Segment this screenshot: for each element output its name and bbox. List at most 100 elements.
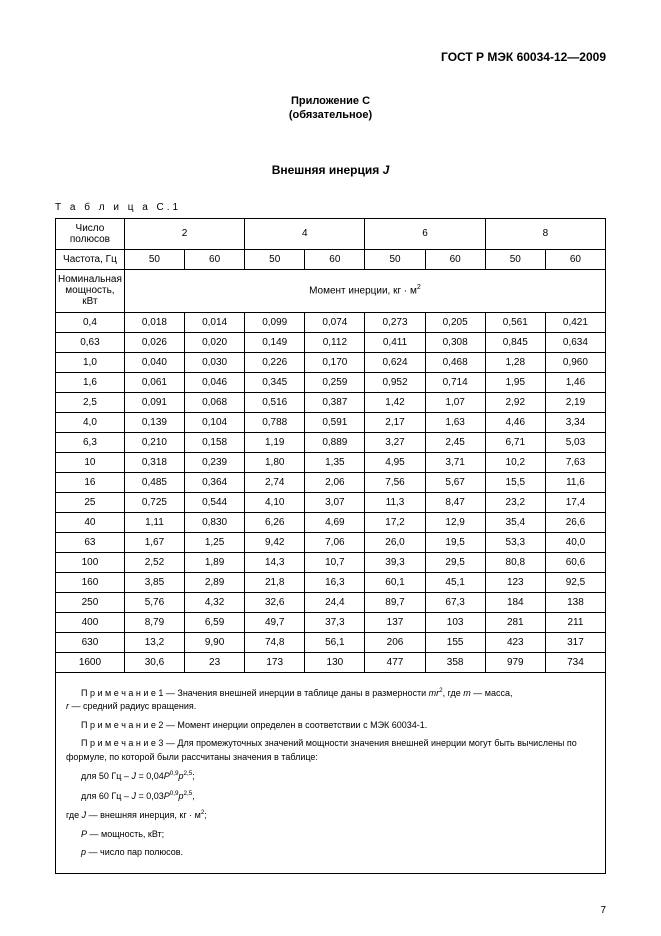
table-cell: 1,80 bbox=[245, 452, 305, 472]
note-3-60hz: для 60 Гц – J = 0,03P0,9p2,5, bbox=[66, 789, 595, 804]
note-3-where-p-lower: p — число пар полюсов. bbox=[66, 846, 595, 860]
table-cell: 8,79 bbox=[124, 612, 184, 632]
table-cell: 15,5 bbox=[485, 472, 545, 492]
page-number: 7 bbox=[600, 905, 606, 916]
table-cell: 1,11 bbox=[124, 512, 184, 532]
table-cell: 0,074 bbox=[305, 312, 365, 332]
table-cell: 0,170 bbox=[305, 352, 365, 372]
note-2-text: П р и м е ч а н и е 2 — Момент инерции о… bbox=[81, 720, 427, 730]
table-cell: 32,6 bbox=[245, 592, 305, 612]
table-row: 0,630,0260,0200,1490,1120,4110,3080,8450… bbox=[56, 332, 606, 352]
table-row: 6,30,2100,1581,190,8893,272,456,715,03 bbox=[56, 432, 606, 452]
table-cell: 3,07 bbox=[305, 492, 365, 512]
table-cell: 138 bbox=[545, 592, 605, 612]
table-cell: 0,020 bbox=[185, 332, 245, 352]
table-cell: 23 bbox=[185, 652, 245, 672]
note-1-a: П р и м е ч а н и е 1 — Значения внешней… bbox=[81, 688, 429, 698]
table-cell: 477 bbox=[365, 652, 425, 672]
header-freq-50d: 50 bbox=[485, 249, 545, 269]
table-cell: 2,19 bbox=[545, 392, 605, 412]
table-row: 1603,852,8921,816,360,145,112392,5 bbox=[56, 572, 606, 592]
table-cell: 4,32 bbox=[185, 592, 245, 612]
table-cell: 49,7 bbox=[245, 612, 305, 632]
table-cell: 16,3 bbox=[305, 572, 365, 592]
table-cell: 0,421 bbox=[545, 312, 605, 332]
header-freq-60c: 60 bbox=[425, 249, 485, 269]
table-cell: 400 bbox=[56, 612, 125, 632]
table-cell: 37,3 bbox=[305, 612, 365, 632]
table-cell: 2,92 bbox=[485, 392, 545, 412]
table-cell: 0,149 bbox=[245, 332, 305, 352]
header-pole-2: 2 bbox=[124, 218, 244, 249]
table-cell: 0,046 bbox=[185, 372, 245, 392]
table-cell: 13,2 bbox=[124, 632, 184, 652]
table-cell: 0,788 bbox=[245, 412, 305, 432]
table-cell: 0,139 bbox=[124, 412, 184, 432]
table-cell: 0,345 bbox=[245, 372, 305, 392]
table-cell: 0,226 bbox=[245, 352, 305, 372]
table-cell: 11,6 bbox=[545, 472, 605, 492]
table-cell: 184 bbox=[485, 592, 545, 612]
table-cell: 1,67 bbox=[124, 532, 184, 552]
table-cell: 160 bbox=[56, 572, 125, 592]
table-cell: 92,5 bbox=[545, 572, 605, 592]
table-cell: 21,8 bbox=[245, 572, 305, 592]
table-cell: 1,6 bbox=[56, 372, 125, 392]
table-cell: 0,026 bbox=[124, 332, 184, 352]
table-cell: 0,960 bbox=[545, 352, 605, 372]
table-cell: 281 bbox=[485, 612, 545, 632]
table-cell: 1,35 bbox=[305, 452, 365, 472]
table-cell: 0,205 bbox=[425, 312, 485, 332]
table-cell: 1,95 bbox=[485, 372, 545, 392]
table-row: 63013,29,9074,856,1206155423317 bbox=[56, 632, 606, 652]
table-cell: 130 bbox=[305, 652, 365, 672]
header-freq-60a: 60 bbox=[185, 249, 245, 269]
table-cell: 1,89 bbox=[185, 552, 245, 572]
table-cell: 12,9 bbox=[425, 512, 485, 532]
table-cell: 0,308 bbox=[425, 332, 485, 352]
table-cell: 10,7 bbox=[305, 552, 365, 572]
title-italic: J bbox=[383, 163, 390, 177]
table-cell: 100 bbox=[56, 552, 125, 572]
table-cell: 3,85 bbox=[124, 572, 184, 592]
table-cell: 1,07 bbox=[425, 392, 485, 412]
table-cell: 10 bbox=[56, 452, 125, 472]
table-cell: 40,0 bbox=[545, 532, 605, 552]
table-cell: 0,112 bbox=[305, 332, 365, 352]
title-prefix: Внешняя инерция bbox=[272, 163, 383, 177]
note-1-b: , где bbox=[443, 688, 464, 698]
table-cell: 6,3 bbox=[56, 432, 125, 452]
table-cell: 5,76 bbox=[124, 592, 184, 612]
standard-header: ГОСТ Р МЭК 60034-12—2009 bbox=[55, 50, 606, 64]
table-cell: 1,28 bbox=[485, 352, 545, 372]
table-row: 1002,521,8914,310,739,329,580,860,6 bbox=[56, 552, 606, 572]
table-cell: 1,25 bbox=[185, 532, 245, 552]
table-row: 631,671,259,427,0626,019,553,340,0 bbox=[56, 532, 606, 552]
header-pole-8: 8 bbox=[485, 218, 605, 249]
header-freq-50b: 50 bbox=[245, 249, 305, 269]
table-cell: 0,544 bbox=[185, 492, 245, 512]
table-cell: 6,71 bbox=[485, 432, 545, 452]
table-cell: 423 bbox=[485, 632, 545, 652]
table-cell: 25 bbox=[56, 492, 125, 512]
header-freq: Частота, Гц bbox=[56, 249, 125, 269]
table-cell: 3,34 bbox=[545, 412, 605, 432]
table-notes: П р и м е ч а н и е 1 — Значения внешней… bbox=[55, 673, 606, 874]
table-cell: 3,27 bbox=[365, 432, 425, 452]
table-row: 4,00,1390,1040,7880,5912,171,634,463,34 bbox=[56, 412, 606, 432]
table-cell: 4,69 bbox=[305, 512, 365, 532]
table-cell: 17,4 bbox=[545, 492, 605, 512]
table-cell: 7,56 bbox=[365, 472, 425, 492]
table-cell: 358 bbox=[425, 652, 485, 672]
table-cell: 1600 bbox=[56, 652, 125, 672]
table-cell: 2,52 bbox=[124, 552, 184, 572]
table-cell: 1,19 bbox=[245, 432, 305, 452]
note-1-d: — средний радиус вращения. bbox=[69, 701, 196, 711]
header-pole-6: 6 bbox=[365, 218, 485, 249]
table-cell: 16 bbox=[56, 472, 125, 492]
header-row-moment: Номинальная мощность, кВт Момент инерции… bbox=[56, 269, 606, 312]
table-body: 0,40,0180,0140,0990,0740,2730,2050,5610,… bbox=[56, 312, 606, 672]
table-cell: 0,014 bbox=[185, 312, 245, 332]
header-freq-60b: 60 bbox=[305, 249, 365, 269]
table-cell: 173 bbox=[245, 652, 305, 672]
